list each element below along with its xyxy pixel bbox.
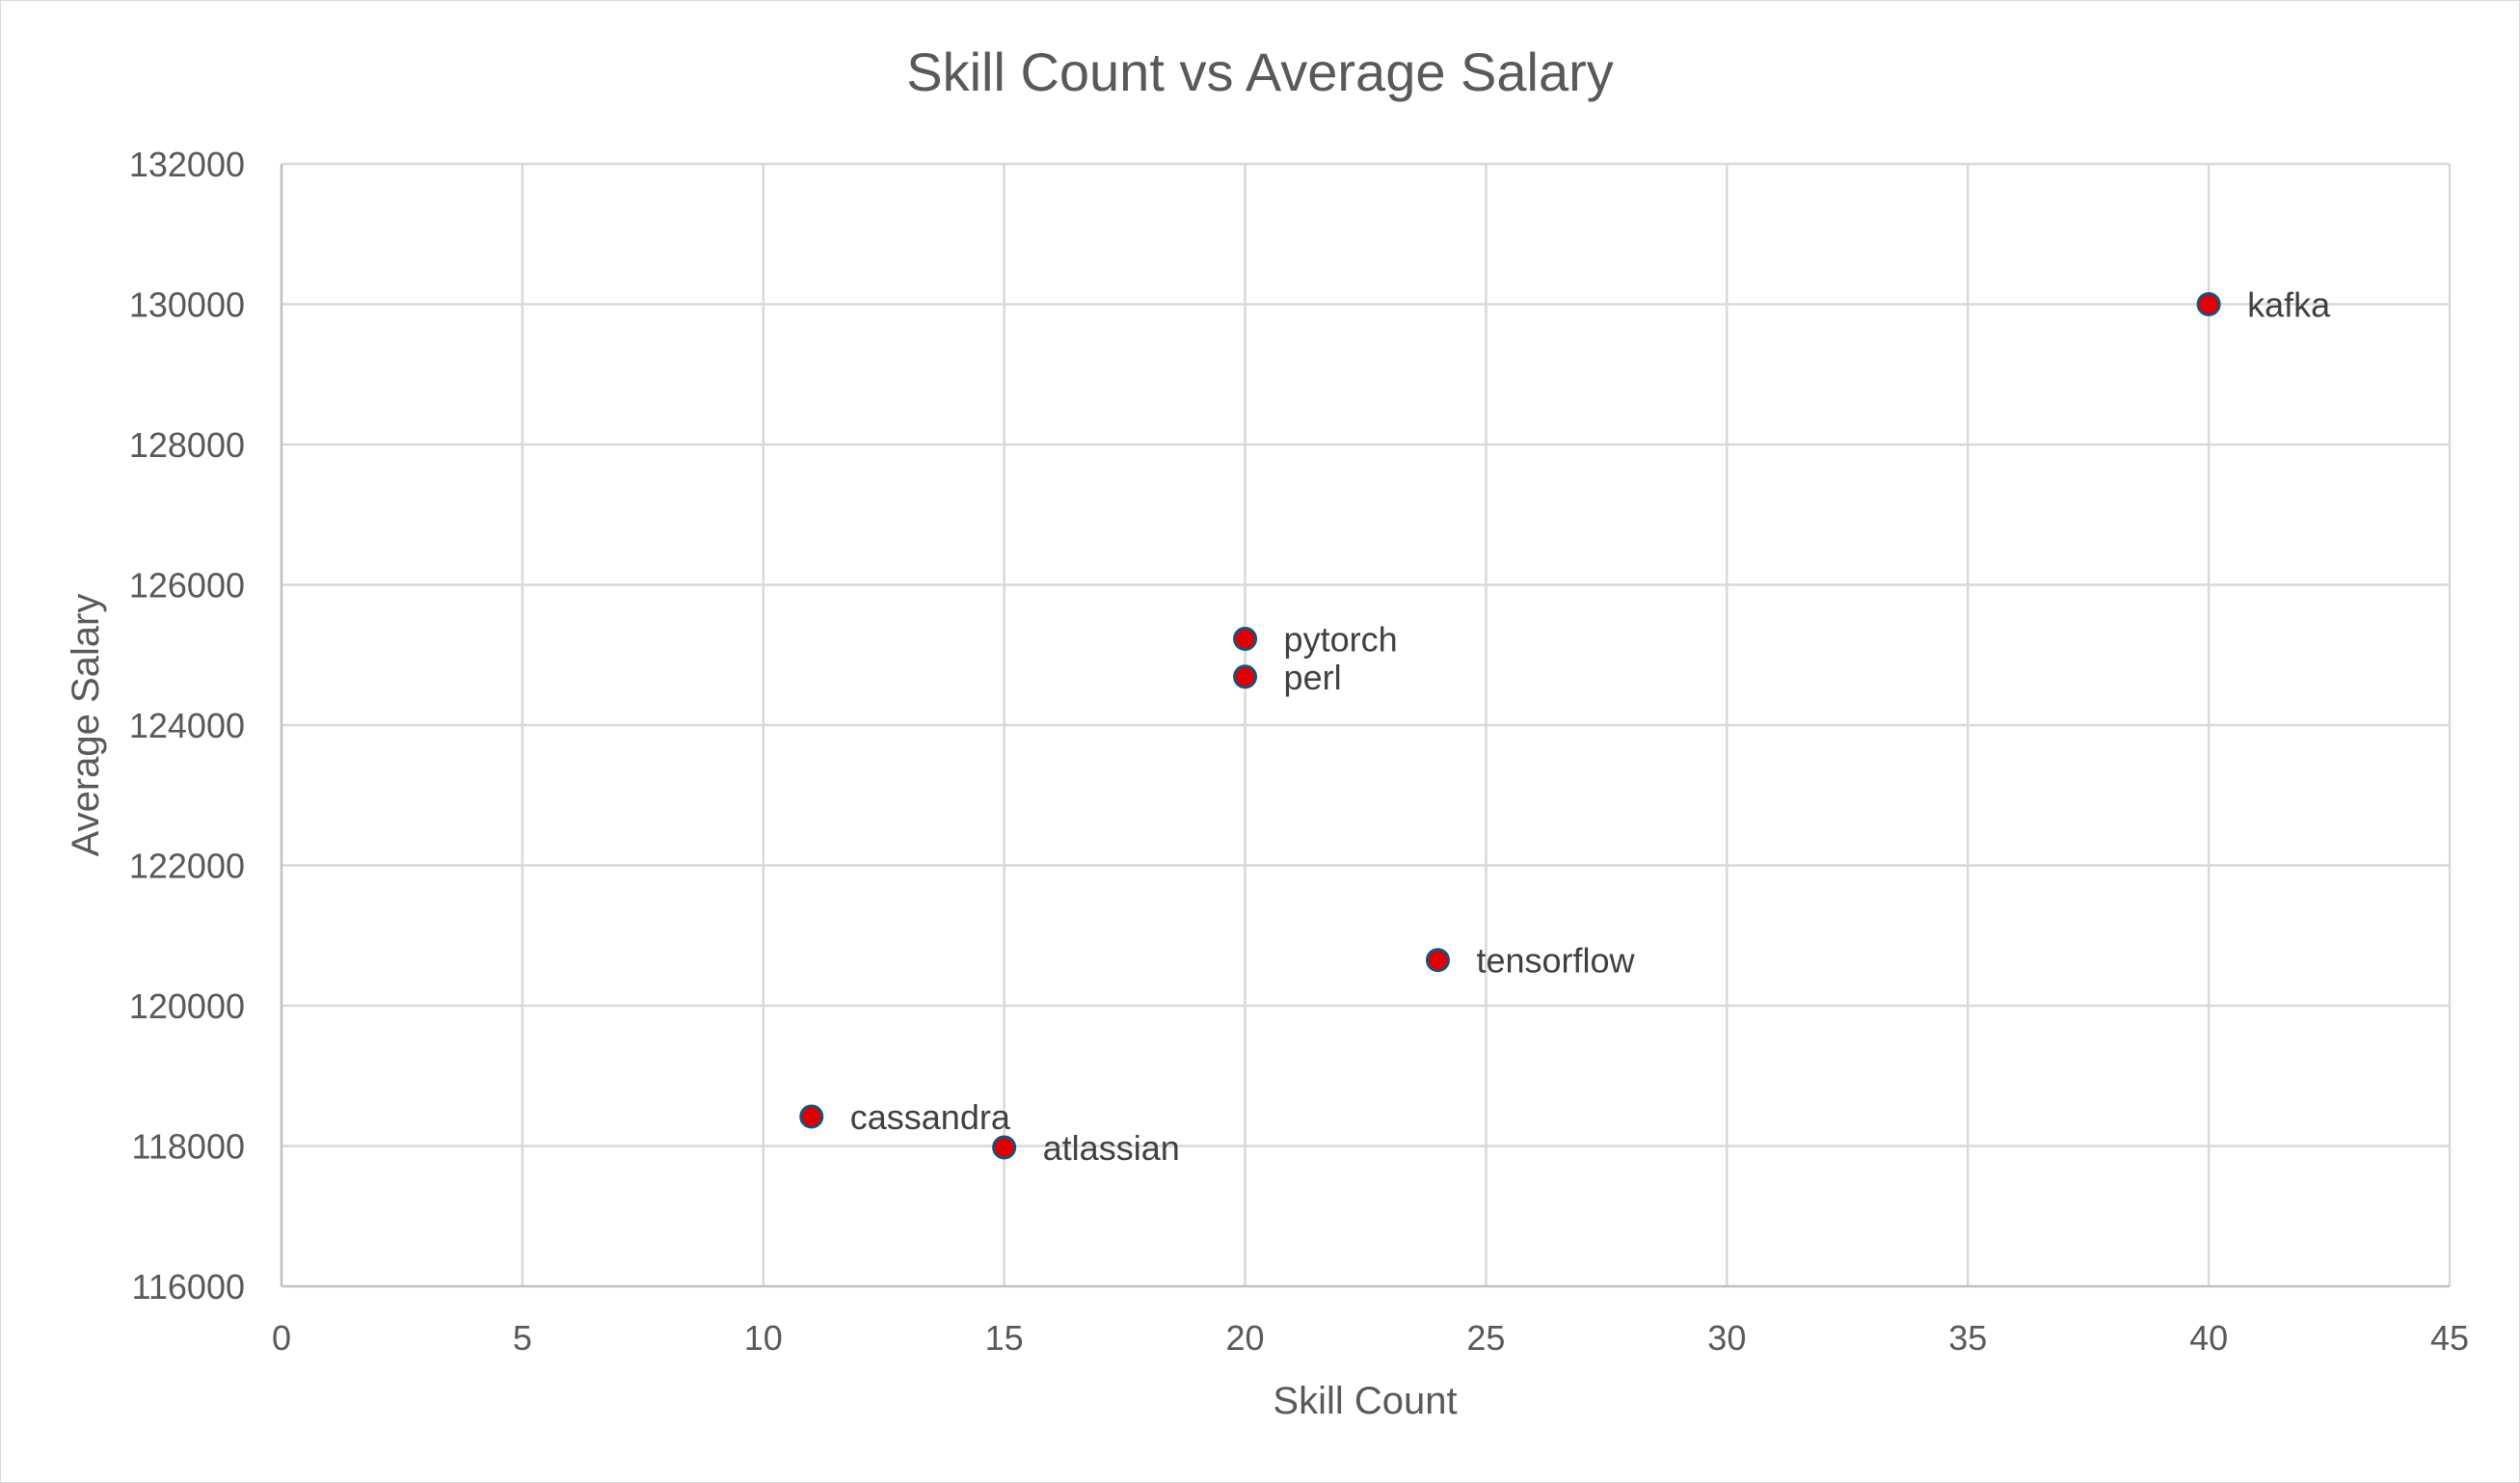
x-tick-label: 15 [985,1318,1024,1358]
x-tick-label: 0 [272,1318,291,1358]
y-tick-label: 126000 [129,566,245,606]
x-axis-title: Skill Count [1273,1380,1457,1422]
y-tick-label: 132000 [129,145,245,184]
x-tick-labels: 0 5 10 15 20 25 30 35 40 45 [272,1318,2469,1358]
data-label-pytorch: pytorch [1284,620,1398,660]
y-tick-label: 124000 [129,706,245,745]
x-tick-label: 30 [1707,1318,1746,1358]
data-label-tensorflow: tensorflow [1476,941,1635,981]
x-tick-label: 40 [2189,1318,2228,1358]
y-tick-label: 130000 [129,285,245,325]
y-tick-labels: 116000 118000 120000 122000 124000 126000 1280… [129,145,245,1307]
gridlines [281,162,2452,1286]
y-tick-label: 122000 [129,847,245,886]
data-point-cassandra [799,1104,824,1129]
data-point-kafka [2196,292,2221,316]
data-point-atlassian [992,1135,1017,1160]
chart-title: Skill Count vs Average Salary [906,41,1614,102]
data-label-kafka: kafka [2247,285,2331,325]
data-label-perl: perl [1284,658,1342,697]
y-tick-label: 120000 [129,986,245,1026]
x-tick-label: 20 [1226,1318,1265,1358]
y-tick-label: 128000 [129,425,245,465]
x-tick-label: 45 [2430,1318,2469,1358]
x-tick-label: 10 [744,1318,783,1358]
data-label-cassandra: cassandra [850,1097,1011,1137]
data-point-perl [1233,664,1258,689]
data-point-tensorflow [1425,948,1450,973]
data-points [799,292,2221,1160]
data-point-pytorch [1233,627,1258,652]
y-tick-label: 116000 [132,1267,245,1307]
x-tick-label: 35 [1948,1318,1987,1358]
data-label-atlassian: atlassian [1043,1128,1180,1168]
y-tick-label: 118000 [132,1127,245,1167]
x-tick-label: 5 [513,1318,532,1358]
y-axis-title: Average Salary [65,594,107,857]
x-tick-label: 25 [1466,1318,1505,1358]
axes [280,164,2450,1288]
